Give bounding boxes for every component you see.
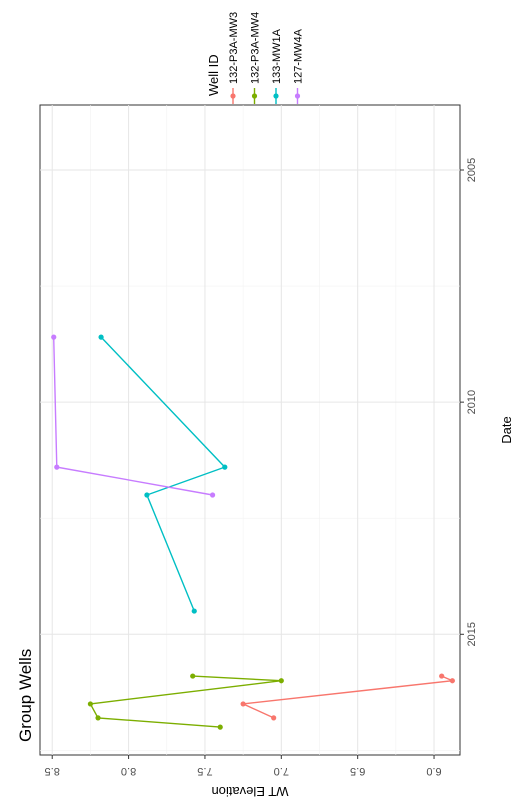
legend-item: 127-MW4A	[293, 28, 305, 104]
legend-item: 132-P3A-MW4	[250, 12, 262, 104]
grid-lines	[40, 105, 460, 755]
series-line	[240, 675, 456, 719]
y-tick-label: 7.0	[274, 765, 289, 777]
y-tick-label: 7.5	[197, 765, 212, 777]
x-axis-title: Date	[499, 416, 514, 443]
data-point	[191, 608, 197, 614]
y-tick-label: 6.0	[426, 765, 441, 777]
chart-title: Group Wells	[16, 649, 35, 742]
x-axis-ticks: 2005 2010 2015	[460, 158, 478, 647]
x-tick-label: 2010	[466, 390, 478, 414]
legend-label: 133-MW1A	[271, 28, 283, 84]
y-tick-label: 8.0	[121, 765, 136, 777]
data-point	[271, 715, 277, 721]
legend-label: 132-P3A-MW4	[250, 12, 262, 84]
data-point	[217, 724, 223, 730]
data-point	[240, 701, 246, 707]
y-tick-label: 6.5	[350, 765, 365, 777]
legend: Well ID 132-P3A-MW3 132-P3A-MW4 133-MW1A 12…	[206, 12, 305, 104]
y-tick-label: 8.5	[45, 765, 60, 777]
data-point	[98, 334, 104, 340]
y-axis-ticks: 6.0 6.5 7.0 7.5 8.0 8.5	[45, 755, 442, 777]
data-point	[439, 673, 445, 679]
data-point	[87, 701, 93, 707]
data-point	[190, 673, 196, 679]
series-127-MW4A	[51, 334, 216, 498]
data-point	[144, 492, 150, 498]
series-layer	[51, 334, 456, 730]
legend-label: 127-MW4A	[293, 28, 305, 84]
series-132-P3A-MW3	[240, 673, 456, 721]
panel-background	[39, 104, 461, 756]
legend-key-point	[230, 93, 236, 99]
legend-key-point	[294, 93, 301, 99]
legend-key-point	[251, 93, 258, 99]
legend-items: 132-P3A-MW3 132-P3A-MW4 133-MW1A 127-MW4A	[228, 12, 305, 104]
legend-title: Well ID	[206, 54, 221, 96]
legend-key-point	[273, 93, 279, 99]
series-132-P3A-MW4	[87, 673, 284, 730]
data-point	[449, 678, 455, 684]
x-tick-label: 2005	[466, 158, 478, 182]
x-tick-label: 2015	[466, 622, 478, 646]
series-line	[100, 336, 227, 612]
data-point	[95, 715, 101, 721]
data-point	[209, 492, 216, 498]
data-point	[54, 464, 60, 470]
data-point	[278, 678, 284, 684]
legend-item: 133-MW1A	[271, 28, 283, 104]
y-axis-title: WT Elevation	[211, 784, 288, 799]
legend-item: 132-P3A-MW3	[228, 12, 240, 104]
data-point	[222, 464, 228, 470]
series-133-MW1A	[98, 334, 228, 614]
legend-label: 132-P3A-MW3	[228, 12, 240, 84]
data-point	[51, 334, 57, 340]
